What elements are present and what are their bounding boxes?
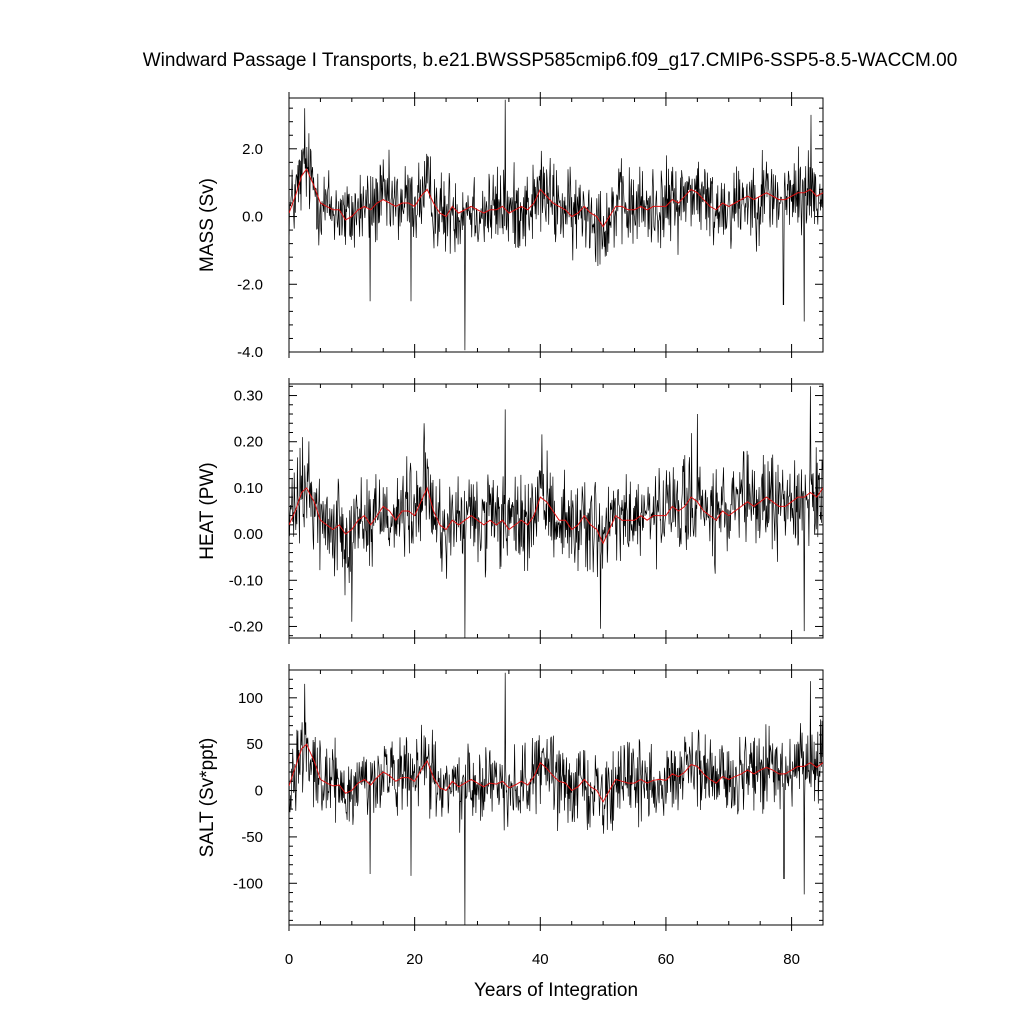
smoothed-series-line: [289, 486, 823, 545]
plot-frame: [288, 669, 824, 926]
y-tick-label: 0.0: [242, 209, 263, 226]
monthly-series-line: [289, 386, 823, 638]
monthly-series-line: [289, 99, 823, 351]
y-axis-label: HEAT (PW): [197, 462, 218, 559]
panels: -4.0 -2.0 0.0 2.0 MASS (Sv) -0.20 -0.10 0.00 0.1…: [197, 92, 824, 931]
panel-2: -0.20 -0.10 0.00 0.10 0.20 0.30 HEAT (PW): [197, 378, 824, 644]
y-tick-label: 100: [238, 690, 263, 707]
x-tick-label: 80: [783, 951, 800, 968]
y-tick-label: -4.0: [237, 344, 263, 361]
x-tick-label: 20: [406, 951, 423, 968]
chart-title: Windward Passage I Transports, b.e21.BWS…: [143, 50, 958, 71]
smoothed-series-line: [289, 743, 823, 803]
y-tick-label: -0.10: [229, 572, 263, 589]
y-tick-label: 0.20: [234, 434, 263, 451]
y-tick-label: 0.00: [234, 526, 263, 543]
y-tick-label: -50: [241, 829, 263, 846]
y-tick-label: -2.0: [237, 276, 263, 293]
y-tick-label: -0.20: [229, 618, 263, 635]
x-tick-label: 60: [658, 951, 675, 968]
y-axis-label: SALT (Sv*ppt): [197, 738, 218, 858]
y-tick-label: -100: [233, 875, 263, 892]
y-axis-label: MASS (Sv): [197, 178, 218, 272]
y-tick-label: 0.30: [234, 388, 263, 405]
x-tick-label: 0: [285, 951, 293, 968]
smoothed-series-line: [289, 168, 823, 228]
panel-1: -4.0 -2.0 0.0 2.0 MASS (Sv): [197, 92, 824, 361]
monthly-series-line: [289, 672, 823, 925]
y-tick-label: 0: [255, 783, 263, 800]
y-tick-label: 50: [246, 736, 263, 753]
y-tick-label: 0.10: [234, 480, 263, 497]
plot-frame: [288, 383, 824, 639]
y-tick-label: 2.0: [242, 141, 263, 158]
panel-3: -100 -50 0 50 100 SALT (Sv*ppt): [197, 664, 824, 931]
x-axis: 0 20 40 60 80: [285, 951, 800, 968]
x-tick-label: 40: [532, 951, 549, 968]
x-axis-label: Years of Integration: [474, 980, 638, 1001]
